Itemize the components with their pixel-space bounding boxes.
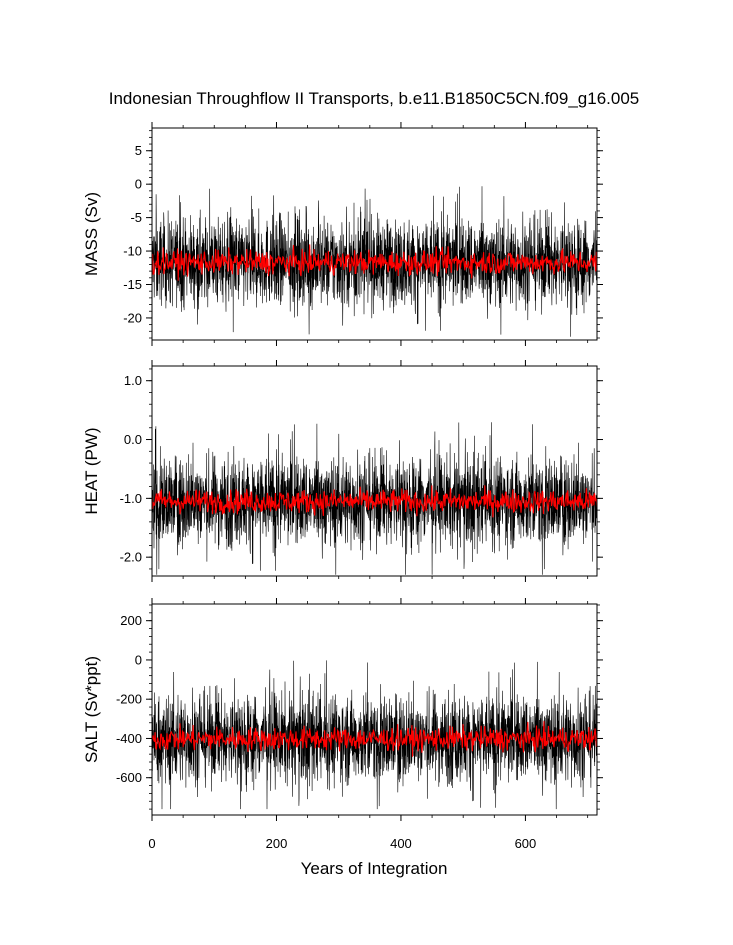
plot-area	[152, 186, 597, 337]
y-tick-label: -10	[123, 244, 142, 259]
y-tick-label: 200	[120, 613, 142, 628]
y-tick-label: 0	[135, 652, 142, 667]
x-tick-label: 600	[515, 836, 537, 851]
y-tick-label: -20	[123, 310, 142, 325]
panel-frame	[151, 603, 598, 816]
y-axis-label: HEAT (PW)	[82, 427, 101, 514]
y-axis-label: SALT (Sv*ppt)	[82, 656, 101, 763]
y-axis-label: MASS (Sv)	[82, 192, 101, 276]
y-tick-label: -200	[116, 692, 142, 707]
annual-series-line	[152, 485, 597, 518]
chart-title: Indonesian Throughflow II Transports, b.…	[109, 89, 640, 108]
annual-series-line	[152, 244, 597, 281]
y-tick-label: -1.0	[120, 491, 142, 506]
monthly-series-line	[152, 186, 597, 337]
monthly-series-line	[152, 660, 597, 810]
monthly-series-line	[152, 422, 597, 575]
panel-frame	[151, 127, 598, 341]
y-tick-label: 5	[135, 143, 142, 158]
y-tick-label: 0.0	[124, 432, 142, 447]
panel-2: 200 0 -200 -400 -600 SALT (Sv*ppt)	[82, 598, 603, 821]
y-tick-label: -600	[116, 770, 142, 785]
panels: 5 0 -5 -10 -15 -20 MASS (Sv) 1.0 0.0 -1.0 -2.0 HEAT…	[82, 122, 603, 851]
y-tick-label: 1.0	[124, 373, 142, 388]
y-tick-label: -15	[123, 277, 142, 292]
x-tick-label: 200	[266, 836, 288, 851]
x-axis-label: Years of Integration	[301, 859, 448, 878]
x-tick-label: 400	[390, 836, 412, 851]
y-tick-label: -400	[116, 731, 142, 746]
panel-frame	[151, 365, 598, 577]
plot-area	[152, 422, 597, 575]
y-tick-label: -2.0	[120, 550, 142, 565]
panel-1: 1.0 0.0 -1.0 -2.0 HEAT (PW)	[82, 360, 603, 582]
x-tick-label: 0	[148, 836, 155, 851]
annual-series-line	[152, 721, 597, 757]
y-tick-label: -5	[130, 210, 142, 225]
plot-area	[152, 660, 597, 810]
y-tick-label: 0	[135, 177, 142, 192]
panel-0: 5 0 -5 -10 -15 -20 MASS (Sv)	[82, 122, 603, 346]
